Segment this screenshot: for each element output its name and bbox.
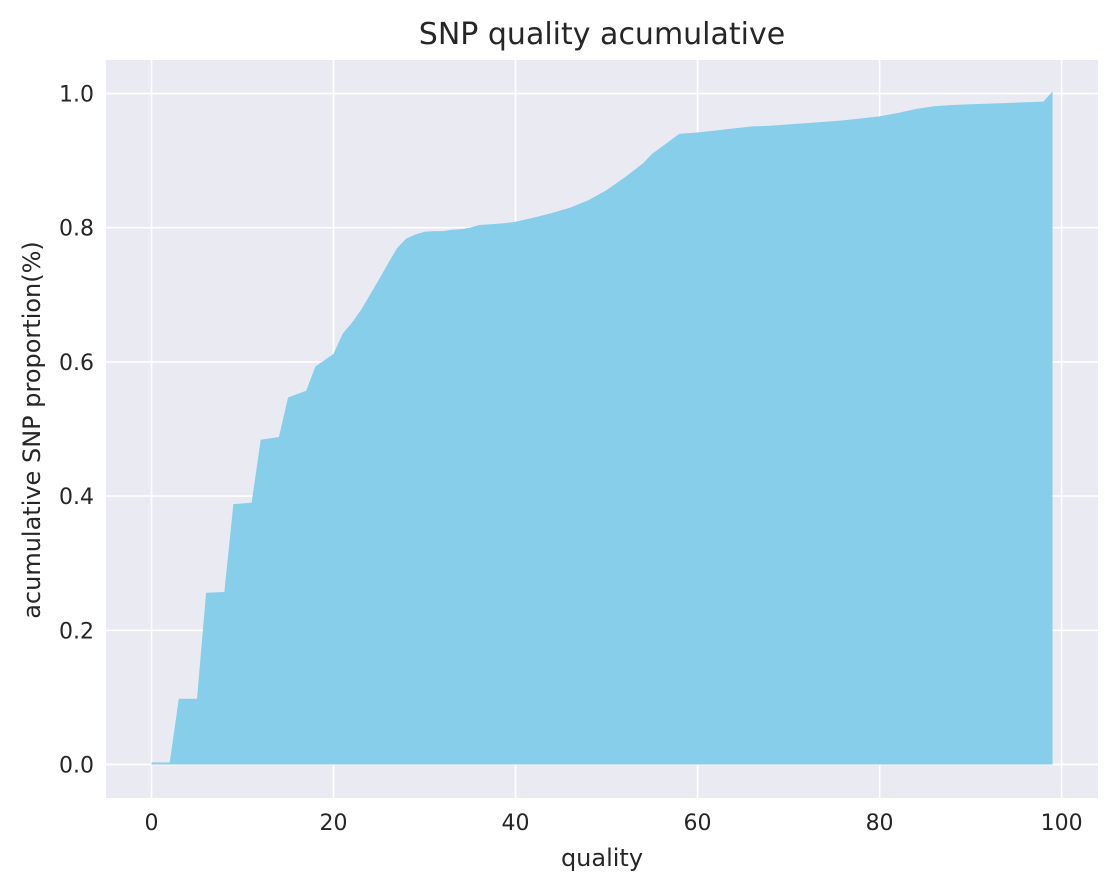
y-tick-label: 0.4 bbox=[59, 485, 94, 510]
x-tick-label: 100 bbox=[1041, 811, 1083, 836]
y-axis-label: acumulative SNP proportion(%) bbox=[18, 241, 46, 619]
x-axis-label: quality bbox=[561, 844, 643, 872]
tick-labels: 0 20 40 60 80 100 0.0 0.2 0.4 0.6 0.8 1.0 bbox=[59, 83, 1083, 836]
area-layer bbox=[151, 91, 1053, 765]
y-tick-label: 0.8 bbox=[59, 217, 94, 242]
y-tick-label: 0.6 bbox=[59, 351, 94, 376]
x-tick-label: 60 bbox=[684, 811, 712, 836]
x-tick-label: 0 bbox=[145, 811, 159, 836]
x-tick-label: 80 bbox=[866, 811, 894, 836]
chart-title: SNP quality acumulative bbox=[419, 17, 785, 52]
y-tick-label: 0.0 bbox=[59, 753, 94, 778]
x-tick-label: 20 bbox=[320, 811, 348, 836]
x-tick-label: 40 bbox=[502, 811, 530, 836]
y-tick-label: 0.2 bbox=[59, 619, 94, 644]
cumulative-area bbox=[151, 91, 1053, 765]
y-tick-label: 1.0 bbox=[59, 83, 94, 108]
